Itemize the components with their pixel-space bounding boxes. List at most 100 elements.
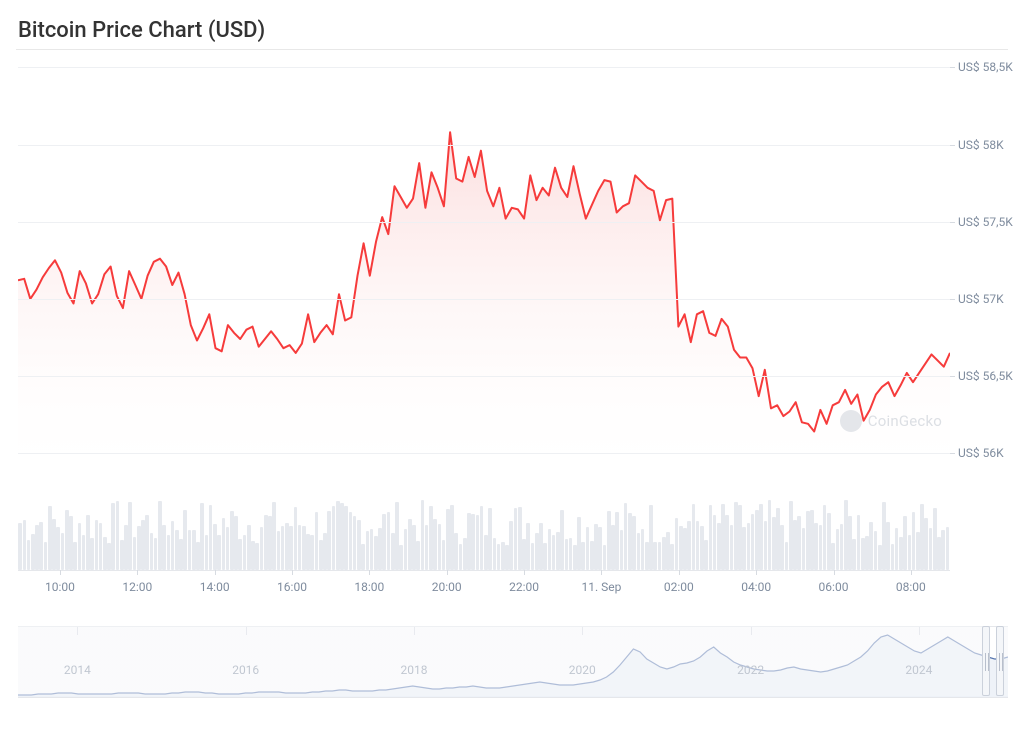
navigator-handle-left[interactable] <box>982 626 990 696</box>
volume-bar <box>861 538 865 570</box>
volume-bar <box>675 518 679 570</box>
volume-bar <box>484 535 488 570</box>
volume-bar <box>327 511 331 570</box>
volume-bar <box>391 533 395 570</box>
volume-bar <box>395 502 399 570</box>
volume-bar <box>378 528 382 570</box>
volume-bar <box>747 523 751 570</box>
volume-bar <box>27 540 31 570</box>
watermark-text: CoinGecko <box>868 412 942 430</box>
volume-bar <box>924 518 928 570</box>
x-tick-label: 02:00 <box>664 580 694 594</box>
volume-bar <box>903 516 907 570</box>
volume-bar <box>548 529 552 570</box>
volume-bar <box>836 529 840 570</box>
volume-bar <box>662 537 666 570</box>
volume-bar <box>552 535 556 570</box>
volume-chart[interactable] <box>18 500 950 570</box>
volume-bar <box>183 510 187 570</box>
volume-bar <box>56 527 60 570</box>
volume-bar <box>137 526 141 570</box>
volume-bar <box>429 506 433 570</box>
volume-bar <box>277 531 281 570</box>
volume-bar <box>421 500 425 570</box>
volume-bar <box>99 523 103 570</box>
volume-bar <box>158 501 162 570</box>
price-chart[interactable] <box>18 52 950 484</box>
volume-bar <box>539 523 543 570</box>
volume-bar <box>471 514 475 570</box>
volume-bar <box>488 508 492 570</box>
navigator-handle-right[interactable] <box>996 626 1004 696</box>
volume-bar <box>222 518 226 570</box>
volume-bar <box>425 525 429 570</box>
volume-bar <box>412 525 416 570</box>
volume-bar <box>709 505 713 570</box>
volume-bar <box>789 501 793 570</box>
volume-bar <box>742 527 746 570</box>
volume-bar <box>611 525 615 570</box>
volume-bar <box>869 522 873 571</box>
volume-bar <box>285 523 289 570</box>
volume-bar <box>899 537 903 570</box>
volume-bar <box>251 541 255 570</box>
volume-bar <box>90 538 94 570</box>
volume-bar <box>192 530 196 570</box>
volume-bar <box>323 533 327 570</box>
volume-bar <box>336 501 340 570</box>
volume-bar <box>281 526 285 570</box>
volume-bar <box>933 508 937 570</box>
volume-bar <box>569 538 573 570</box>
volume-bar <box>217 535 221 570</box>
volume-bar <box>141 520 145 570</box>
volume-bar <box>95 520 99 570</box>
volume-bar <box>387 512 391 570</box>
volume-bar <box>467 513 471 570</box>
volume-bar <box>670 544 674 570</box>
navigator[interactable]: 201420162018202020222024 <box>18 626 1008 716</box>
volume-bar <box>349 512 353 571</box>
volume-bar <box>226 527 230 570</box>
volume-bar <box>493 538 497 570</box>
volume-bar <box>209 505 213 570</box>
volume-bar <box>649 505 653 570</box>
volume-bar <box>442 540 446 570</box>
volume-bar <box>111 503 115 570</box>
volume-bar <box>615 512 619 570</box>
volume-bar <box>463 538 467 570</box>
volume-bar <box>848 516 852 570</box>
volume-bar <box>717 523 721 570</box>
volume-bar <box>69 516 73 570</box>
x-tick-label: 18:00 <box>354 580 384 594</box>
volume-bar <box>946 527 950 570</box>
volume-bar <box>310 535 314 570</box>
volume-bar <box>704 540 708 570</box>
volume-bar <box>814 523 818 570</box>
volume-bar <box>476 515 480 570</box>
volume-bar <box>730 525 734 570</box>
volume-bar <box>260 527 264 570</box>
navigator-year: 2018 <box>401 663 428 677</box>
volume-bar <box>382 514 386 570</box>
x-tick-label: 12:00 <box>122 580 152 594</box>
volume-bar <box>764 521 768 570</box>
volume-bar <box>522 539 526 570</box>
volume-bar <box>82 535 86 570</box>
volume-bar <box>590 541 594 570</box>
volume-bar <box>357 520 361 570</box>
navigator-year: 2014 <box>64 663 91 677</box>
volume-bar <box>128 502 132 570</box>
volume-bar <box>785 542 789 570</box>
volume-bar <box>213 524 217 570</box>
volume-bar <box>725 515 729 570</box>
volume-bar <box>294 507 298 570</box>
y-tick-label: US$ 56,5K <box>958 369 1013 383</box>
volume-bar <box>306 534 310 571</box>
volume-bar <box>929 528 933 570</box>
x-tick-label: 14:00 <box>200 580 230 594</box>
volume-bar <box>133 537 137 570</box>
volume-bar <box>831 543 835 570</box>
volume-bar <box>370 529 374 570</box>
volume-bar <box>480 506 484 570</box>
volume-bar <box>39 522 43 570</box>
